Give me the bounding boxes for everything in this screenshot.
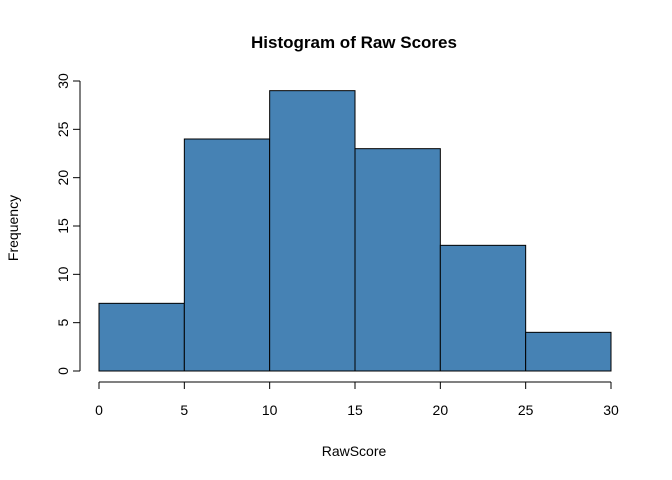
histogram-bar-5 bbox=[525, 331, 612, 372]
histogram-bar-4 bbox=[439, 244, 527, 372]
y-tick-label: 25 bbox=[55, 121, 71, 137]
bars-group bbox=[98, 90, 612, 372]
x-axis-label: RawScore bbox=[322, 443, 387, 459]
x-tick-label: 0 bbox=[95, 402, 103, 418]
histogram-bar-1 bbox=[183, 138, 271, 372]
y-tick-label: 15 bbox=[55, 218, 71, 234]
x-tick-label: 5 bbox=[180, 402, 188, 418]
y-tick-label: 10 bbox=[55, 266, 71, 282]
y-tick-label: 20 bbox=[55, 170, 71, 186]
x-tick-label: 30 bbox=[603, 402, 619, 418]
histogram-bar-2 bbox=[269, 90, 356, 372]
histogram-bar-0 bbox=[98, 302, 185, 372]
y-axis-label: Frequency bbox=[5, 195, 21, 261]
chart-title: Histogram of Raw Scores bbox=[251, 33, 457, 52]
y-tick-label: 0 bbox=[55, 367, 71, 375]
x-tick-label: 10 bbox=[262, 402, 278, 418]
x-axis: 0 5 10 15 20 25 30 bbox=[95, 381, 619, 418]
x-tick-label: 20 bbox=[433, 402, 449, 418]
y-tick-label: 5 bbox=[55, 319, 71, 327]
x-tick-label: 25 bbox=[518, 402, 534, 418]
y-tick-label: 30 bbox=[55, 73, 71, 89]
histogram-bar-3 bbox=[354, 148, 441, 372]
y-axis: 0 5 10 15 20 25 30 bbox=[55, 73, 81, 375]
x-tick-label: 15 bbox=[347, 402, 363, 418]
